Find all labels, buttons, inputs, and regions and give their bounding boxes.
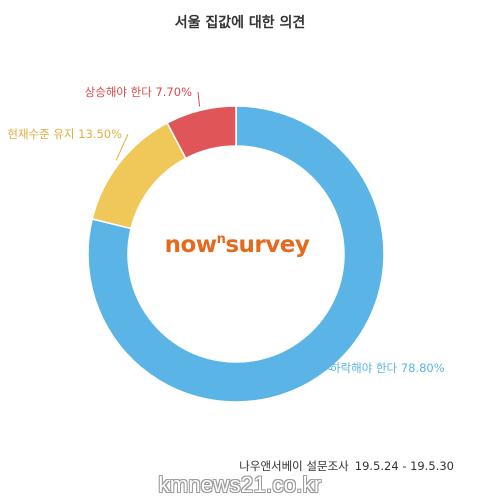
slice-label-2: 현재수준 유지 13.50% <box>7 127 122 141</box>
source-note: 나우앤서베이 설문조사 19.5.24 - 19.5.30 <box>239 458 454 474</box>
source-name: 나우앤서베이 설문조사 <box>239 459 349 473</box>
leader-line-1 <box>324 367 334 371</box>
chart-title: 서울 집값에 대한 의견 <box>174 15 306 31</box>
slice-1 <box>87 105 385 403</box>
slice-label-1: 하락해야 한다 78.80% <box>330 361 445 375</box>
leader-line-3 <box>197 91 201 107</box>
leader-line-2 <box>115 133 129 161</box>
slice-label-3: 상승해야 한다 7.70% <box>85 85 192 99</box>
watermark: kmnews21.co.kr <box>158 472 322 497</box>
source-dates: 19.5.24 - 19.5.30 <box>354 459 454 473</box>
slice-3 <box>166 105 237 160</box>
nownsurvey-logo: nownsurvey <box>164 232 310 258</box>
